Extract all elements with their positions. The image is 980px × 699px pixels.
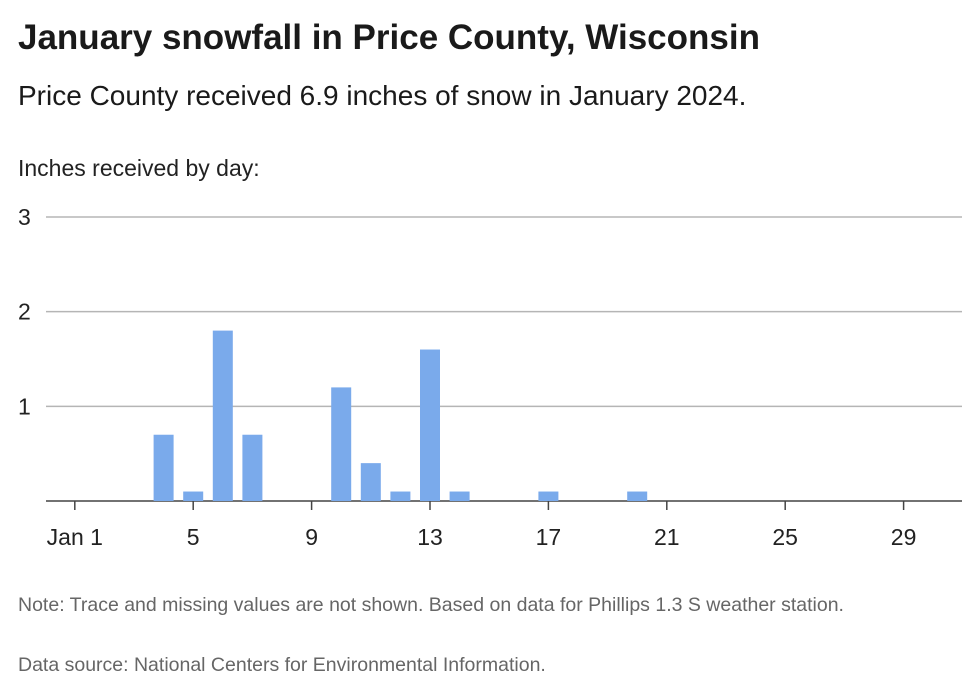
gridlines: [46, 216, 962, 502]
x-tick-label: 17: [536, 524, 562, 550]
x-tick-label: 5: [187, 524, 200, 550]
bar-chart: Inches received by day: 1 2 3 Jan 1 5 9 13 17 21…: [18, 155, 962, 550]
y-tick-label: 2: [18, 299, 31, 325]
x-tick-label: 9: [305, 524, 318, 550]
x-tick-label: 25: [772, 524, 798, 550]
tick-labels: 1 2 3 Jan 1 5 9 13 17 21 25 29: [18, 204, 916, 550]
bar: [390, 491, 411, 501]
y-tick-label: 3: [18, 204, 31, 230]
bar: [538, 491, 559, 501]
bar: [360, 463, 381, 501]
bar: [212, 330, 233, 501]
x-tick-label: 21: [654, 524, 680, 550]
bar: [242, 434, 263, 501]
footnote: Note: Trace and missing values are not s…: [18, 594, 844, 616]
chart-title: January snowfall in Price County, Wiscon…: [18, 18, 760, 57]
bar: [183, 491, 204, 501]
bar: [153, 434, 174, 501]
bar: [449, 491, 470, 501]
bar: [331, 387, 352, 501]
bars: [153, 330, 648, 501]
bar: [420, 349, 440, 501]
x-tick-label: 29: [891, 524, 917, 550]
y-axis-label: Inches received by day:: [18, 155, 260, 181]
x-tick-label: Jan 1: [47, 524, 103, 550]
bar: [627, 491, 648, 501]
x-tick-label: 13: [417, 524, 443, 550]
chart-subtitle: Price County received 6.9 inches of snow…: [18, 80, 747, 111]
y-tick-label: 1: [18, 393, 31, 419]
data-source: Data source: National Centers for Enviro…: [18, 654, 546, 676]
